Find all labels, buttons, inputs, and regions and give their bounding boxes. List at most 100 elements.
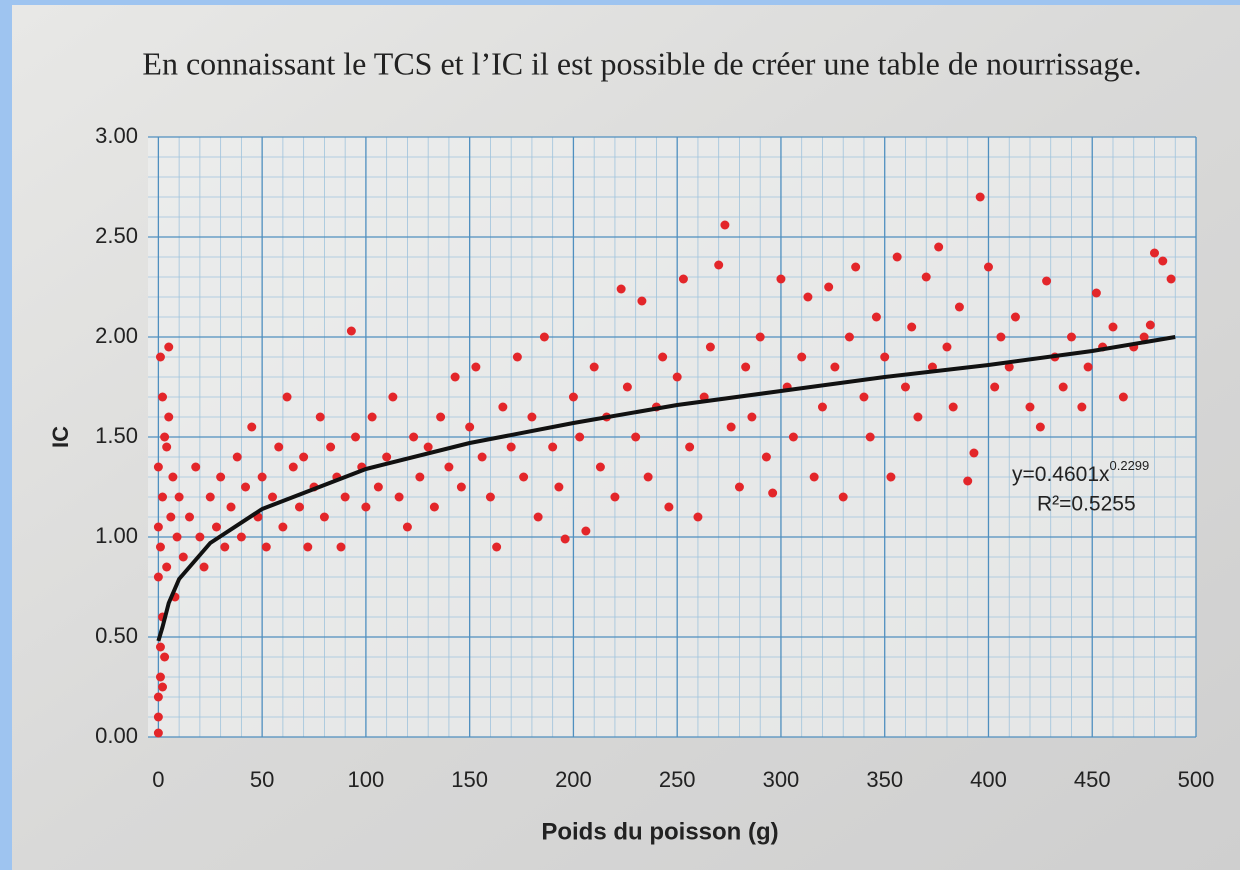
point [191, 462, 201, 472]
point [205, 492, 215, 502]
point [155, 352, 165, 362]
point [160, 432, 170, 442]
point [533, 512, 543, 522]
chart-title: En connaissant le TCS et l’IC il est pos… [142, 45, 1141, 81]
point [560, 534, 570, 544]
equation-base: y=0.4601x [1012, 463, 1110, 486]
point [830, 362, 840, 372]
point [444, 462, 454, 472]
x-tick-label: 50 [250, 767, 274, 792]
point [477, 452, 487, 462]
point [492, 542, 502, 552]
x-tick-label: 300 [763, 767, 800, 792]
point [527, 412, 537, 422]
x-tick-label: 0 [152, 767, 164, 792]
x-tick-label: 450 [1074, 767, 1111, 792]
point [761, 452, 771, 462]
point [367, 412, 377, 422]
point [519, 472, 529, 482]
x-tick-label: 200 [555, 767, 592, 792]
point [326, 442, 336, 452]
point [351, 432, 361, 442]
point [942, 342, 952, 352]
point [954, 302, 964, 312]
point [1004, 362, 1014, 372]
point [880, 352, 890, 362]
point [346, 326, 356, 336]
point [168, 472, 178, 482]
point [512, 352, 522, 362]
point [1139, 332, 1149, 342]
point [282, 392, 292, 402]
point [1166, 274, 1176, 284]
point [456, 482, 466, 492]
point [838, 492, 848, 502]
point [996, 332, 1006, 342]
y-tick-label: 2.50 [95, 223, 138, 248]
r-squared: R²=0.5255 [1037, 493, 1136, 516]
point [803, 292, 813, 302]
point [164, 342, 174, 352]
point [907, 322, 917, 332]
point [595, 462, 605, 472]
point [288, 462, 298, 472]
point [261, 542, 271, 552]
point [153, 462, 163, 472]
point [921, 272, 931, 282]
point [1091, 288, 1101, 298]
point [755, 332, 765, 342]
point [900, 382, 910, 392]
point [809, 472, 819, 482]
point [373, 482, 383, 492]
point [913, 412, 923, 422]
point [871, 312, 881, 322]
point [1077, 402, 1087, 412]
point [226, 502, 236, 512]
point [299, 452, 309, 462]
point [975, 192, 985, 202]
point [705, 342, 715, 352]
point [622, 382, 632, 392]
point [153, 522, 163, 532]
point [983, 262, 993, 272]
point [664, 502, 674, 512]
point [409, 432, 419, 442]
point [589, 362, 599, 372]
y-tick-label: 2.00 [95, 323, 138, 348]
point [294, 502, 304, 512]
point [155, 542, 165, 552]
point [575, 432, 585, 442]
point [232, 452, 242, 462]
point [865, 432, 875, 442]
point [1066, 332, 1076, 342]
point [610, 492, 620, 502]
y-axis-label: IC [48, 426, 73, 448]
point [859, 392, 869, 402]
x-axis-label: Poids du poisson (g) [541, 818, 778, 845]
y-tick-label: 1.00 [95, 523, 138, 548]
point [498, 402, 508, 412]
point [166, 512, 176, 522]
point [216, 472, 226, 482]
point [361, 502, 371, 512]
point [948, 402, 958, 412]
point [685, 442, 695, 452]
point [153, 692, 163, 702]
point [1118, 392, 1128, 402]
point [892, 252, 902, 262]
point [211, 522, 221, 532]
point [465, 422, 475, 432]
y-tick-label: 0.00 [95, 723, 138, 748]
x-tick-label: 350 [866, 767, 903, 792]
point [1149, 248, 1159, 258]
point [185, 512, 195, 522]
point [990, 382, 1000, 392]
point [382, 452, 392, 462]
point [539, 332, 549, 342]
point [693, 512, 703, 522]
point [1010, 312, 1020, 322]
point [236, 532, 246, 542]
point [797, 352, 807, 362]
equation-exponent: 0.2299 [1110, 458, 1150, 473]
